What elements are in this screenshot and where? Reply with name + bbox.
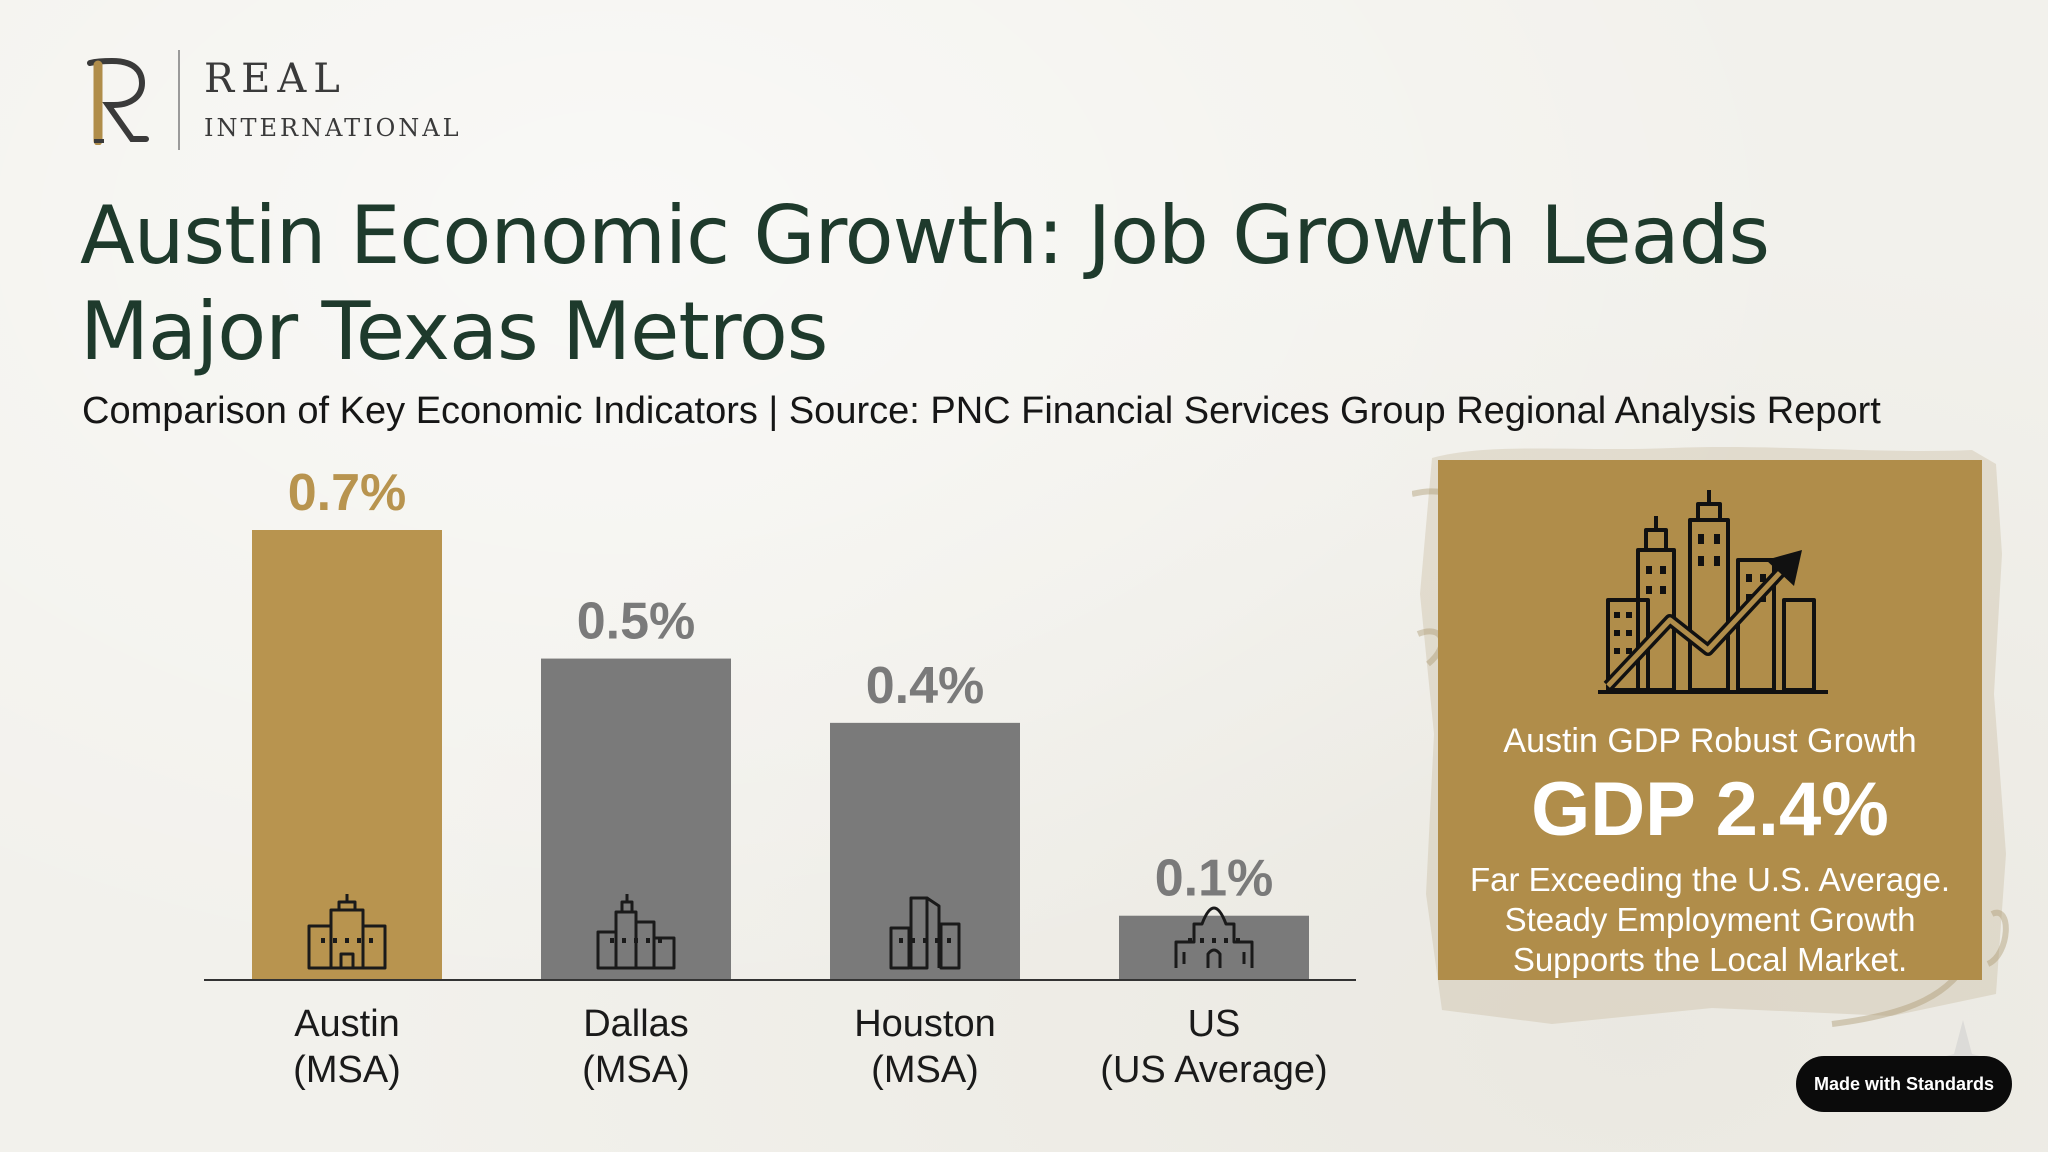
callout-body-line: Far Exceeding the U.S. Average. xyxy=(1470,861,1950,898)
chart-category-sublabel: (MSA) xyxy=(582,1049,690,1091)
chart-value-label: 0.1% xyxy=(1155,850,1274,908)
chart-category-sublabel: (MSA) xyxy=(293,1049,401,1091)
chart-category-sublabel: (US Average) xyxy=(1100,1049,1327,1091)
city-growth-arrow-icon xyxy=(1598,490,1828,694)
chart-value-label: 0.5% xyxy=(577,593,696,651)
callout-gdp-value: GDP 2.4% xyxy=(1531,767,1889,852)
chart-category-label: Austin xyxy=(294,1003,400,1045)
made-with-badge[interactable]: Made with Standards xyxy=(1796,1056,2012,1112)
city-skyline-icon xyxy=(596,894,676,970)
chart-value-label: 0.4% xyxy=(866,657,985,715)
gdp-callout-card: Austin GDP Robust Growth GDP 2.4% Far Ex… xyxy=(1438,460,1982,980)
chart-bar-houston xyxy=(830,722,1020,980)
page-title: Austin Economic Growth: Job Growth Leads… xyxy=(80,189,1770,378)
brand-logo: REAL INTERNATIONAL xyxy=(84,48,462,152)
chart-category-label: Dallas xyxy=(583,1003,689,1045)
office-building-icon xyxy=(307,894,387,970)
logo-word-international: INTERNATIONAL xyxy=(204,114,462,142)
logo-divider xyxy=(178,50,180,150)
bar-chart-svg: 0.7%Austin(MSA)0.5%Dallas(MSA)0.4%Housto… xyxy=(204,464,1356,1091)
chart-bar-us xyxy=(1119,915,1309,980)
chart-bar-austin xyxy=(252,530,442,980)
chart-category-label: Houston xyxy=(854,1003,996,1045)
bar-chart: 0.7% Austin (MSA) 0.5% Dallas (MSA) 0.4% Housto… xyxy=(204,464,1356,1091)
skyscraper-icon xyxy=(889,896,961,970)
callout-body: Far Exceeding the U.S. Average. Steady E… xyxy=(1438,860,1982,980)
logo-word-real: REAL xyxy=(204,56,347,102)
chart-category-sublabel: (MSA) xyxy=(871,1049,979,1091)
capitol-building-icon xyxy=(1174,906,1254,968)
page-subtitle: Comparison of Key Economic Indicators | … xyxy=(82,390,1881,432)
callout-body-line: Supports the Local Market. xyxy=(1512,941,1908,978)
callout-body-line: Steady Employment Growth xyxy=(1504,901,1916,938)
chart-category-label: US xyxy=(1188,1003,1241,1045)
callout-heading: Austin GDP Robust Growth xyxy=(1503,722,1917,760)
chart-value-label: 0.7% xyxy=(288,464,407,522)
logo-r-mark xyxy=(84,55,158,146)
